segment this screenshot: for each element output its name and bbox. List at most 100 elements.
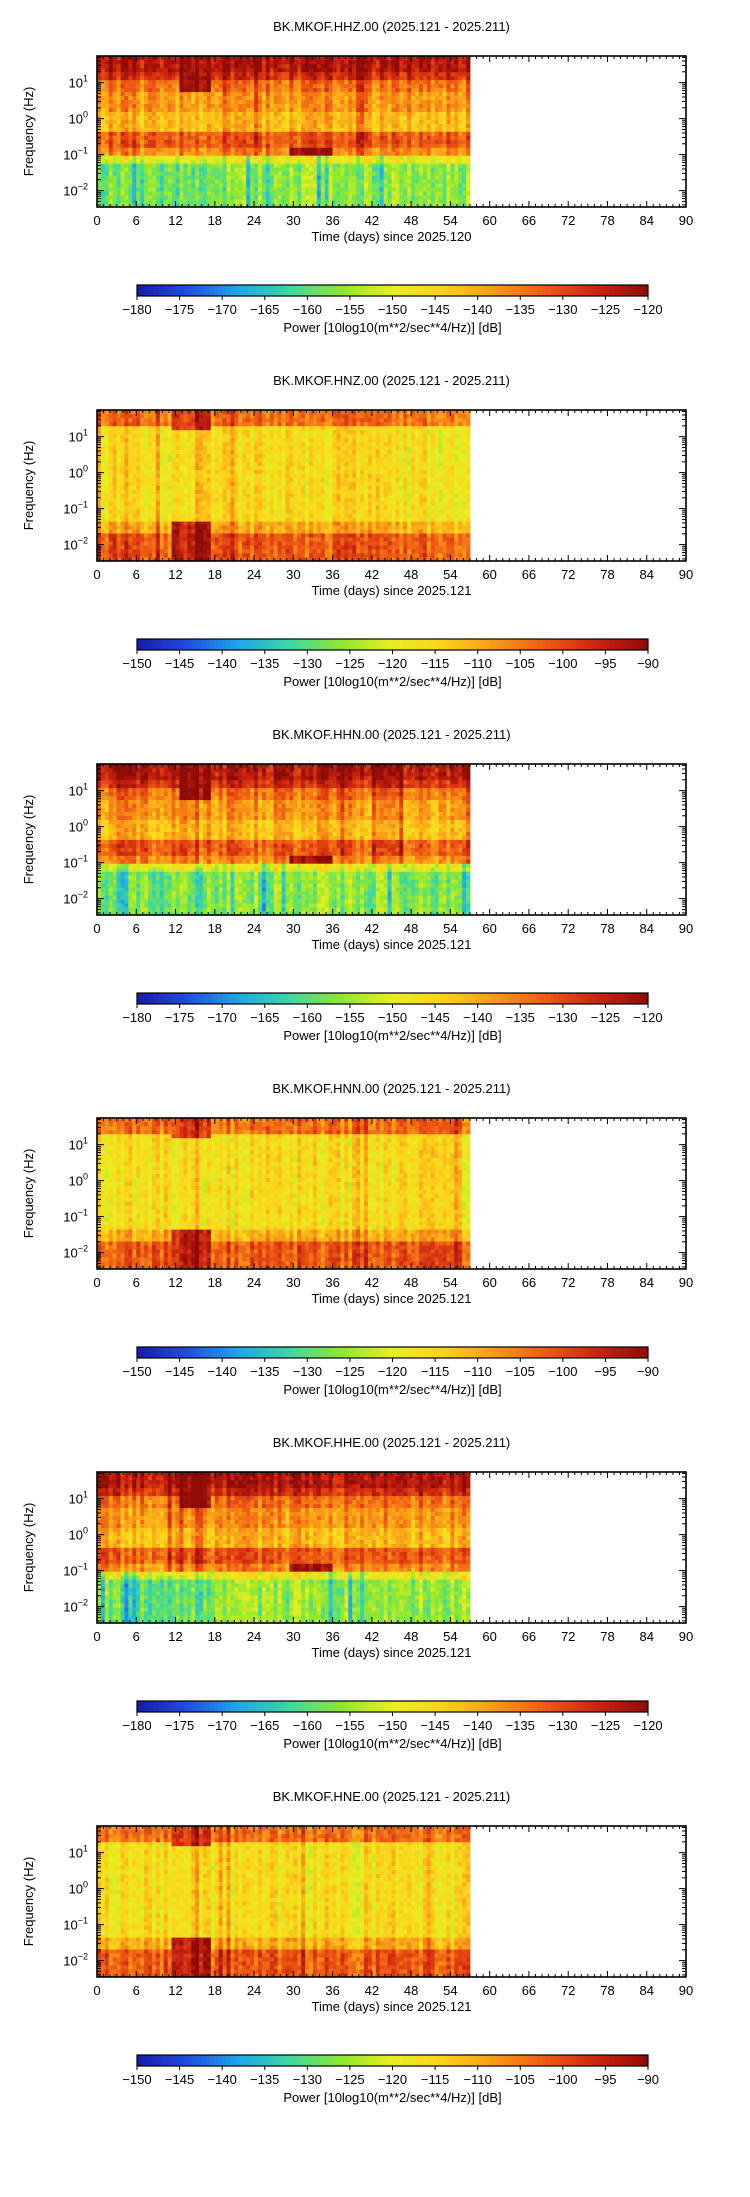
spectrogram-cell bbox=[443, 171, 447, 175]
spectrogram-cell bbox=[439, 179, 443, 183]
spectrogram-cell bbox=[113, 553, 117, 557]
spectrogram-cell bbox=[105, 80, 109, 84]
spectrogram-cell bbox=[419, 100, 423, 104]
spectrogram-cell bbox=[364, 135, 368, 139]
spectrogram-cell bbox=[368, 128, 372, 132]
spectrogram-cell bbox=[309, 96, 313, 100]
spectrogram-cell bbox=[454, 120, 458, 124]
spectrogram-cell bbox=[297, 80, 301, 84]
spectrogram-cell bbox=[352, 124, 356, 128]
x-tick-label: 66 bbox=[522, 213, 536, 228]
spectrogram-cell bbox=[176, 179, 180, 183]
spectrogram-cell bbox=[415, 199, 419, 203]
spectrogram-cell bbox=[352, 68, 356, 72]
spectrogram-cell bbox=[176, 183, 180, 187]
spectrogram-cell bbox=[289, 80, 293, 84]
spectrogram-cell bbox=[179, 171, 183, 175]
spectrogram-cell bbox=[117, 501, 121, 505]
spectrogram-cell bbox=[152, 135, 156, 139]
spectrogram-cell bbox=[458, 171, 462, 175]
spectrogram-cell bbox=[348, 191, 352, 195]
spectrogram-cell bbox=[285, 139, 289, 143]
spectrogram-cell bbox=[282, 104, 286, 108]
colorbar-swatch bbox=[444, 285, 449, 296]
spectrogram-cell bbox=[105, 108, 109, 112]
spectrogram-cell bbox=[203, 88, 207, 92]
spectrogram-cell bbox=[207, 112, 211, 116]
spectrogram-cell bbox=[274, 92, 278, 96]
spectrogram-cell bbox=[109, 438, 113, 442]
spectrogram-cell bbox=[128, 135, 132, 139]
spectrogram-cell bbox=[109, 80, 113, 84]
spectrogram-cell bbox=[101, 88, 105, 92]
colorbar-swatch bbox=[201, 285, 206, 296]
spectrogram-cell bbox=[117, 466, 121, 470]
spectrogram-cell bbox=[132, 486, 136, 490]
spectrogram-cell bbox=[105, 434, 109, 438]
spectrogram-cell bbox=[219, 147, 223, 151]
spectrogram-cell bbox=[128, 132, 132, 136]
spectrogram-cell bbox=[117, 549, 121, 553]
spectrogram-cell bbox=[321, 187, 325, 191]
spectrogram-cell bbox=[317, 163, 321, 167]
spectrogram-cell bbox=[352, 64, 356, 68]
spectrogram-cell bbox=[132, 100, 136, 104]
spectrogram-cell bbox=[399, 171, 403, 175]
spectrogram-cell bbox=[234, 199, 238, 203]
spectrogram-cell bbox=[234, 72, 238, 76]
spectrogram-cell bbox=[156, 195, 160, 199]
spectrogram-cell bbox=[105, 195, 109, 199]
spectrogram-cell bbox=[337, 128, 341, 132]
spectrogram-cell bbox=[254, 104, 258, 108]
spectrogram-cell bbox=[124, 64, 128, 68]
spectrogram-cell bbox=[132, 521, 136, 525]
spectrogram-cell bbox=[270, 112, 274, 116]
spectrogram-cell bbox=[313, 80, 317, 84]
spectrogram-cell bbox=[293, 195, 297, 199]
spectrogram-cell bbox=[242, 183, 246, 187]
spectrogram-cell bbox=[121, 100, 125, 104]
spectrogram-cell bbox=[450, 171, 454, 175]
spectrogram-cell bbox=[415, 96, 419, 100]
spectrogram-cell bbox=[113, 175, 117, 179]
y-tick-label: 101 bbox=[69, 74, 88, 91]
spectrogram-cell bbox=[376, 112, 380, 116]
spectrogram-cell bbox=[423, 100, 427, 104]
spectrogram-cell bbox=[105, 525, 109, 529]
spectrogram-cell bbox=[301, 163, 305, 167]
spectrogram-cell bbox=[124, 501, 128, 505]
spectrogram-cell bbox=[179, 120, 183, 124]
spectrogram-cell bbox=[148, 159, 152, 163]
spectrogram-cell bbox=[376, 175, 380, 179]
spectrogram-cell bbox=[128, 454, 132, 458]
spectrogram-cell bbox=[223, 84, 227, 88]
spectrogram-cell bbox=[431, 132, 435, 136]
spectrogram-cell bbox=[246, 100, 250, 104]
spectrogram-cell bbox=[164, 151, 168, 155]
spectrogram-cell bbox=[258, 147, 262, 151]
spectrogram-cell bbox=[344, 60, 348, 64]
spectrogram-cell bbox=[101, 199, 105, 203]
spectrogram-cell bbox=[105, 112, 109, 116]
spectrogram-cell bbox=[148, 167, 152, 171]
spectrogram-cell bbox=[211, 139, 215, 143]
spectrogram-cell bbox=[348, 124, 352, 128]
colorbar-swatch bbox=[482, 285, 487, 296]
spectrogram-cell bbox=[340, 179, 344, 183]
spectrogram-cell bbox=[446, 151, 450, 155]
spectrogram-cell bbox=[392, 191, 396, 195]
spectrogram-cell bbox=[380, 96, 384, 100]
spectrogram-cell bbox=[403, 195, 407, 199]
spectrogram-cell bbox=[399, 76, 403, 80]
spectrogram-cell bbox=[258, 80, 262, 84]
spectrogram-cell bbox=[309, 92, 313, 96]
spectrogram-cell bbox=[168, 179, 172, 183]
spectrogram-cell bbox=[443, 167, 447, 171]
spectrogram-cell bbox=[258, 167, 262, 171]
spectrogram-cell bbox=[446, 135, 450, 139]
spectrogram-cell bbox=[140, 60, 144, 64]
spectrogram-cell bbox=[384, 132, 388, 136]
spectrogram-cell bbox=[105, 517, 109, 521]
spectrogram-cell bbox=[450, 124, 454, 128]
spectrogram-cell bbox=[219, 199, 223, 203]
